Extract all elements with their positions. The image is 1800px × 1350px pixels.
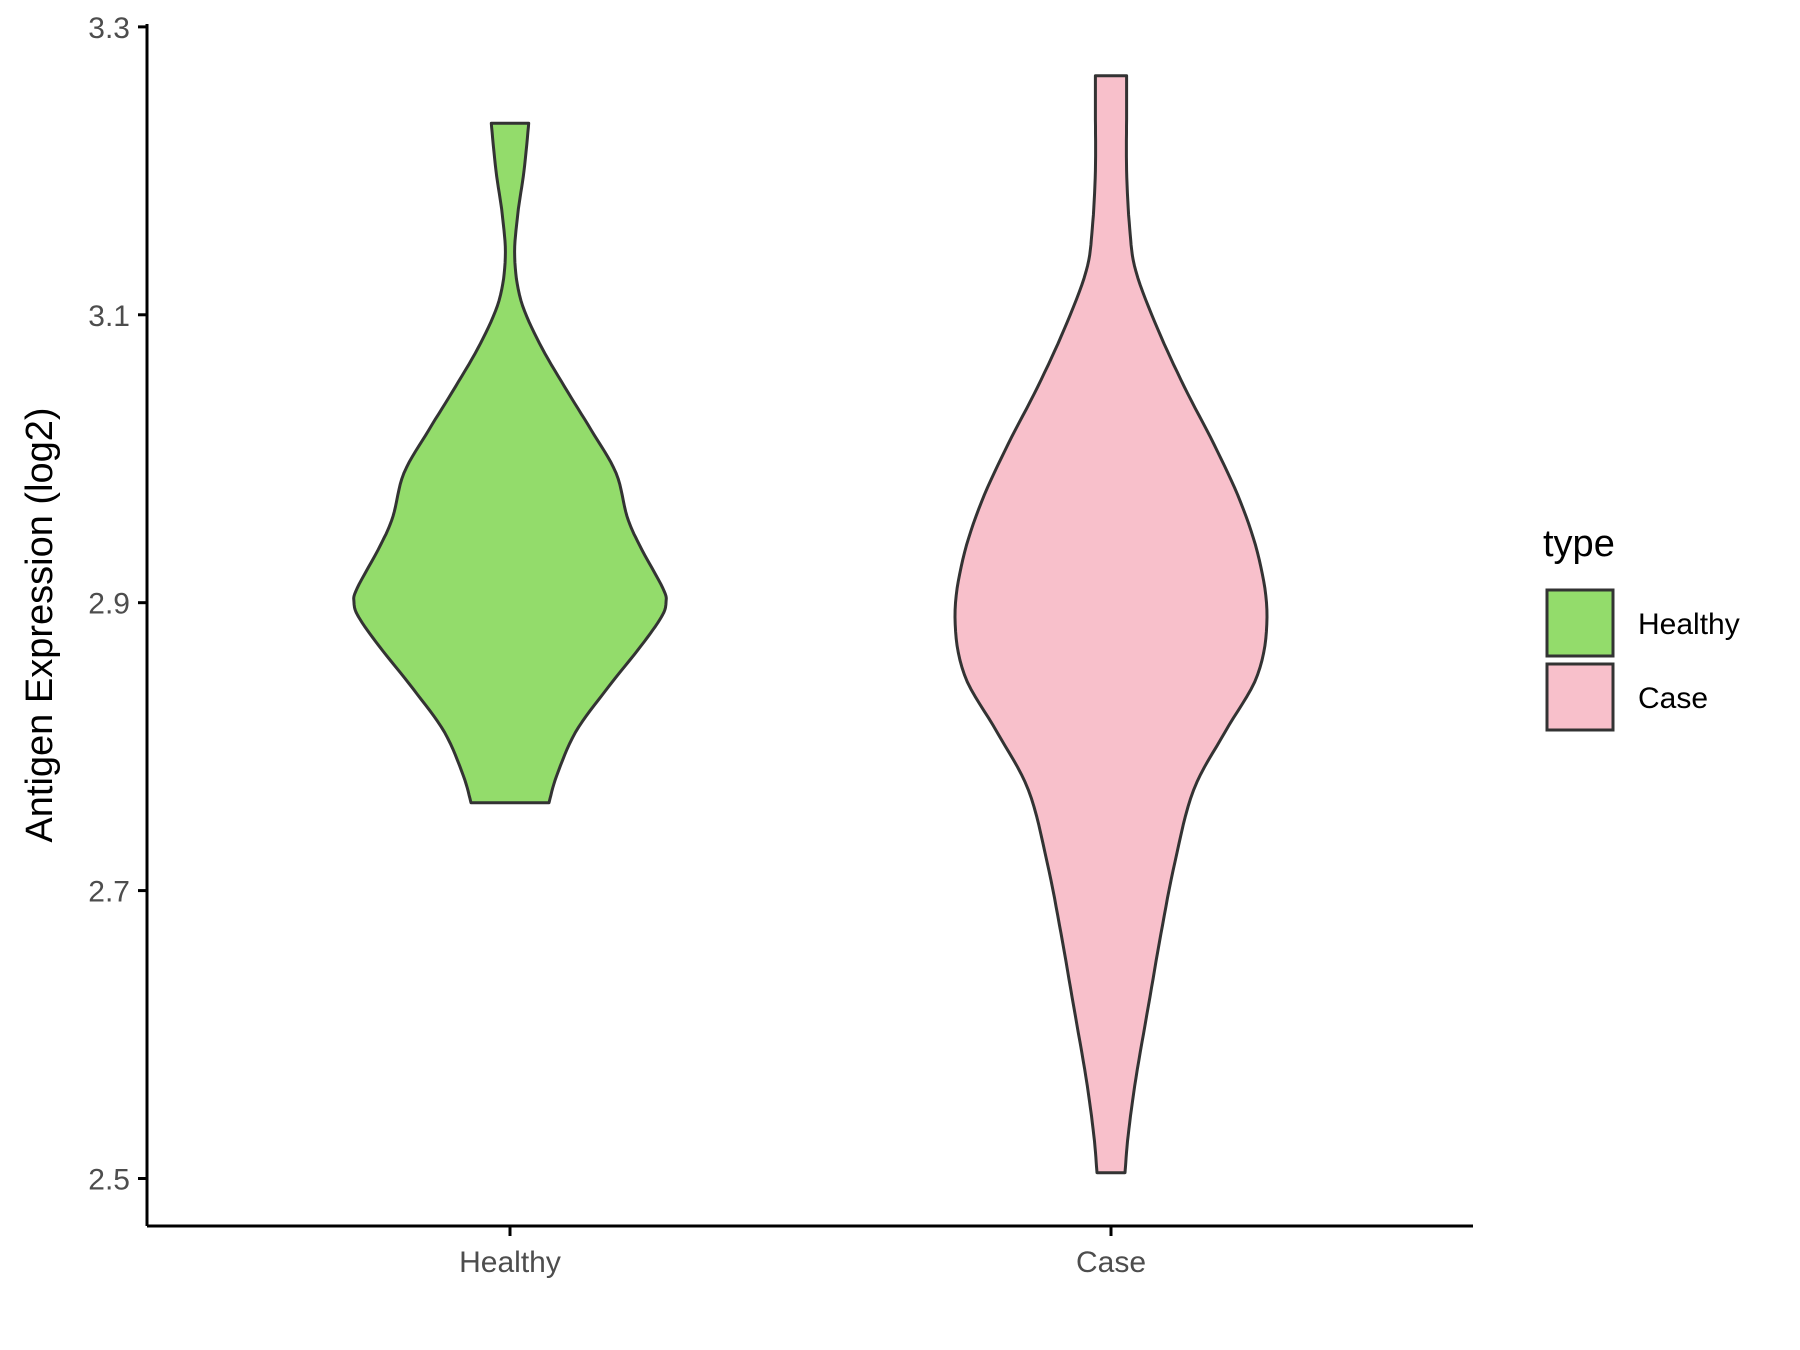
y-tick-label: 2.9 [88,588,130,621]
x-ticks: Healthy Case [459,1226,1146,1279]
legend-entries: Healthy Case [1545,588,1740,732]
y-ticks: 2.5 2.7 2.9 3.1 3.3 [88,12,147,1196]
legend-swatch-healthy [1545,588,1615,658]
legend: type Healthy Case [1543,523,1740,732]
legend-label-case: Case [1638,682,1708,715]
x-tick-label: Case [1076,1246,1146,1279]
y-tick-label: 3.1 [88,300,130,333]
y-tick-label: 2.5 [88,1163,130,1196]
x-tick-label: Healthy [459,1246,561,1279]
y-tick-label: 3.3 [88,12,130,45]
legend-swatch-case [1545,662,1615,732]
legend-label-healthy: Healthy [1638,608,1740,641]
y-axis-title: Antigen Expression (log2) [19,407,61,842]
violin-case [953,74,1269,1175]
y-tick-label: 2.7 [88,876,130,909]
legend-title: type [1543,523,1615,565]
violins [352,74,1269,1175]
violin-healthy [352,121,668,805]
